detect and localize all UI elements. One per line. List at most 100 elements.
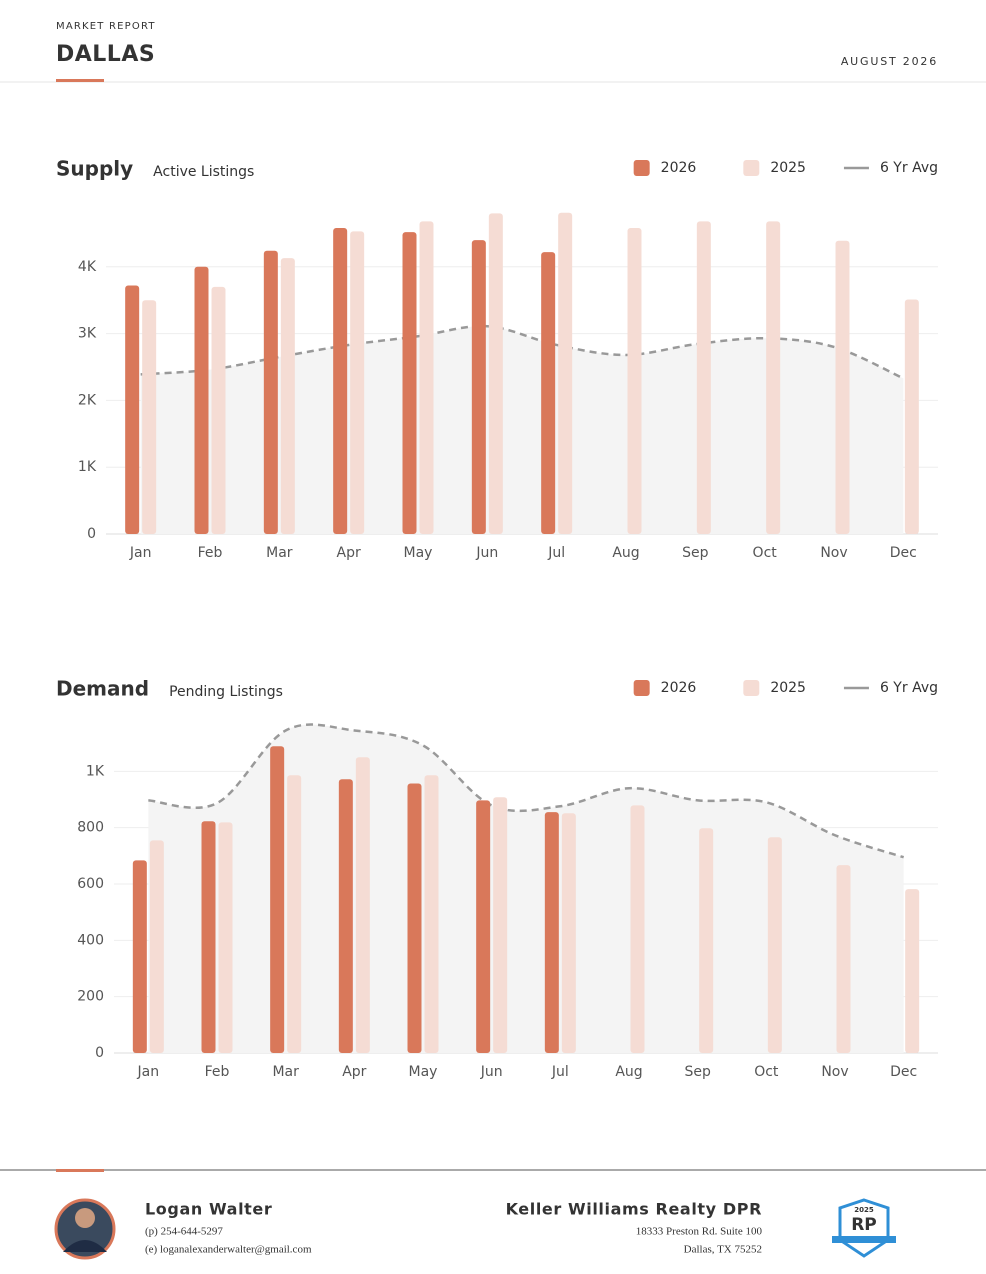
bar xyxy=(627,228,642,534)
agent-email: (e) loganalexanderwalter@gmail.com xyxy=(145,1244,312,1256)
y-tick-label: 600 xyxy=(77,876,104,892)
bar xyxy=(558,212,573,534)
bar xyxy=(476,800,491,1053)
x-tick-label: Mar xyxy=(272,1064,299,1080)
bar xyxy=(407,783,422,1053)
bar xyxy=(263,250,278,534)
bar xyxy=(402,232,417,534)
x-tick-label: Nov xyxy=(821,1064,848,1080)
bar xyxy=(218,822,233,1053)
chart-subtitle: Pending Listings xyxy=(169,684,283,700)
legend-label: 2025 xyxy=(770,680,806,696)
bar xyxy=(766,221,781,534)
avg-line xyxy=(148,723,905,859)
charts: Supply Active Listings 6 Yr Avg 2025 2026 0 1K… xyxy=(56,157,938,1080)
x-tick-label: Jul xyxy=(551,1064,569,1080)
agent-photo xyxy=(54,1198,116,1260)
bar xyxy=(419,221,434,534)
y-tick-label: 0 xyxy=(87,526,96,542)
bar xyxy=(424,775,439,1053)
agent-name: Logan Walter xyxy=(145,1200,272,1219)
bar xyxy=(905,889,920,1053)
bar xyxy=(541,252,556,534)
legend-label: 2025 xyxy=(770,160,806,176)
agent-phone: (p) 254-644-5297 xyxy=(145,1226,223,1238)
x-tick-label: Dec xyxy=(890,545,917,561)
x-tick-label: Nov xyxy=(820,545,847,561)
legend-label: 6 Yr Avg xyxy=(880,680,938,696)
y-tick-label: 4K xyxy=(78,259,97,275)
chart-title: Supply xyxy=(56,157,133,181)
bar xyxy=(493,797,508,1053)
chart-title: Demand xyxy=(56,677,149,701)
bar xyxy=(836,865,851,1053)
bar xyxy=(287,775,302,1053)
bar xyxy=(194,266,209,534)
agent-photo-face xyxy=(75,1208,95,1228)
chart-subtitle: Active Listings xyxy=(153,164,254,180)
x-tick-label: Jan xyxy=(137,1064,160,1080)
y-tick-label: 0 xyxy=(95,1045,104,1061)
y-tick-label: 1K xyxy=(78,459,97,475)
legend-swatch xyxy=(743,680,760,696)
bar xyxy=(904,299,919,534)
x-tick-label: May xyxy=(404,545,433,561)
bar xyxy=(696,221,711,534)
y-tick-label: 800 xyxy=(77,820,104,836)
x-tick-label: Aug xyxy=(615,1064,642,1080)
x-tick-label: Apr xyxy=(342,1064,366,1080)
x-tick-label: Jun xyxy=(475,545,498,561)
y-tick-label: 1K xyxy=(86,763,105,779)
x-tick-label: May xyxy=(409,1064,438,1080)
legend-label: 2026 xyxy=(661,680,697,696)
x-tick-label: Sep xyxy=(684,1064,711,1080)
bar xyxy=(544,812,559,1053)
x-tick-label: Mar xyxy=(266,545,293,561)
avg-area xyxy=(140,326,904,534)
x-tick-label: Sep xyxy=(682,545,709,561)
bar xyxy=(132,860,147,1053)
x-tick-label: Oct xyxy=(753,545,778,561)
footer-accent xyxy=(56,1169,104,1172)
company-name: Keller Williams Realty DPR xyxy=(506,1200,762,1219)
y-tick-label: 400 xyxy=(77,932,104,948)
bar xyxy=(338,779,353,1053)
bar xyxy=(149,840,164,1053)
badge-ribbon xyxy=(832,1236,896,1243)
city-title: DALLAS xyxy=(56,42,155,67)
legend-swatch xyxy=(743,160,760,176)
company-city: Dallas, TX 75252 xyxy=(684,1244,762,1256)
report-date: AUGUST 2026 xyxy=(841,55,938,68)
y-tick-label: 3K xyxy=(78,326,97,342)
x-tick-label: Jul xyxy=(547,545,565,561)
bar xyxy=(488,213,503,535)
badge-year: 2025 xyxy=(854,1206,874,1214)
bar xyxy=(471,240,486,534)
avg-area xyxy=(148,724,904,1053)
agent-photo-suit xyxy=(63,1240,107,1252)
legend-label: 2026 xyxy=(661,160,697,176)
x-tick-label: Feb xyxy=(205,1064,230,1080)
x-tick-label: Oct xyxy=(754,1064,779,1080)
legend-label: 6 Yr Avg xyxy=(880,160,938,176)
x-tick-label: Aug xyxy=(612,545,639,561)
bar xyxy=(333,228,348,534)
bar xyxy=(355,757,370,1053)
x-tick-label: Jan xyxy=(129,545,152,561)
bar xyxy=(835,240,850,535)
bar xyxy=(561,813,576,1053)
bar xyxy=(767,837,782,1053)
bar xyxy=(699,828,714,1053)
bar xyxy=(630,805,645,1053)
header-accent xyxy=(56,79,104,82)
bar xyxy=(142,300,157,534)
bar xyxy=(211,286,226,534)
badge-logo: RP xyxy=(851,1215,877,1235)
kicker: MARKET REPORT xyxy=(56,21,156,32)
y-tick-label: 2K xyxy=(78,392,97,408)
legend-swatch xyxy=(633,680,650,696)
x-tick-label: Jun xyxy=(480,1064,503,1080)
x-tick-label: Feb xyxy=(198,545,223,561)
y-tick-label: 200 xyxy=(77,989,104,1005)
